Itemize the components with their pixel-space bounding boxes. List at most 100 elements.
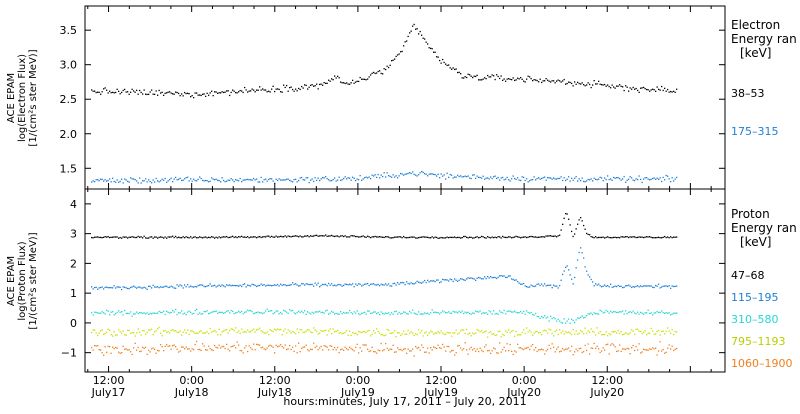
data-point [532,313,534,316]
data-point [550,177,552,179]
data-point [152,334,154,336]
data-point [541,283,543,285]
data-point [371,236,373,238]
data-point [442,58,444,61]
data-point [179,312,181,314]
data-point [452,67,454,69]
data-point [185,286,187,288]
data-point [305,330,307,332]
data-point [508,310,510,312]
data-point [572,235,574,238]
data-point [280,91,282,93]
data-point [541,316,543,318]
data-point [562,330,564,332]
data-point [350,179,352,181]
series-1-4 [91,340,678,357]
data-point [322,235,324,237]
data-point [400,282,402,284]
data-point [650,285,652,287]
data-point [463,235,465,238]
data-point [626,179,628,181]
data-point [419,349,421,351]
data-point [148,329,150,331]
data-point [277,88,279,90]
data-point [262,331,264,333]
data-point [154,312,156,314]
data-point [164,92,166,94]
data-point [601,84,603,86]
data-point [502,348,504,351]
data-point [208,236,210,238]
data-point [514,310,516,312]
data-point [556,348,558,350]
data-point [302,236,304,238]
data-point [491,236,493,238]
data-point [287,284,289,286]
data-point [289,179,291,181]
data-point [536,177,538,180]
data-point [367,177,369,179]
data-point [467,311,469,313]
data-point [256,329,258,331]
data-point [226,284,228,286]
data-point [527,75,529,77]
data-point [374,332,376,334]
data-point [475,350,477,352]
data-point [346,178,348,180]
data-point [142,180,144,182]
data-point [389,175,391,178]
data-point [419,332,421,334]
data-point [229,312,231,314]
data-point [305,84,307,87]
data-point [106,351,108,353]
data-point [545,78,547,80]
data-point [470,75,472,77]
data-point [254,284,256,287]
data-point [319,347,321,349]
data-point [259,236,261,238]
data-point [91,89,93,91]
data-point [224,181,226,183]
data-point [323,345,325,347]
data-point [454,354,456,356]
data-point [299,328,301,331]
data-point [388,175,390,177]
data-point [557,235,559,237]
data-point [436,236,438,239]
data-point [121,178,123,180]
data-point [577,180,579,182]
data-point [635,346,637,348]
data-point [413,312,415,314]
data-point [548,328,550,330]
data-point [347,236,349,238]
data-point [608,236,610,239]
data-point [187,329,189,331]
data-point [380,174,382,176]
data-point [472,277,474,280]
data-point [617,177,619,179]
data-point [184,329,186,331]
data-point [122,286,124,288]
data-point [191,330,193,332]
data-point [332,79,334,81]
data-point [415,313,417,315]
data-point [307,311,309,313]
data-point [247,178,249,181]
data-point [406,333,408,335]
data-point [589,313,591,315]
data-point [112,287,114,289]
data-point [211,236,213,238]
data-point [595,178,597,180]
data-point [262,312,264,315]
data-point [125,236,127,238]
data-point [311,84,313,86]
data-point [667,347,669,349]
data-point [568,269,570,271]
data-point [515,235,517,237]
data-point [652,314,654,316]
data-point [269,91,271,93]
data-point [224,347,226,350]
data-point [448,237,450,239]
data-point [263,332,265,334]
data-point [529,76,531,78]
